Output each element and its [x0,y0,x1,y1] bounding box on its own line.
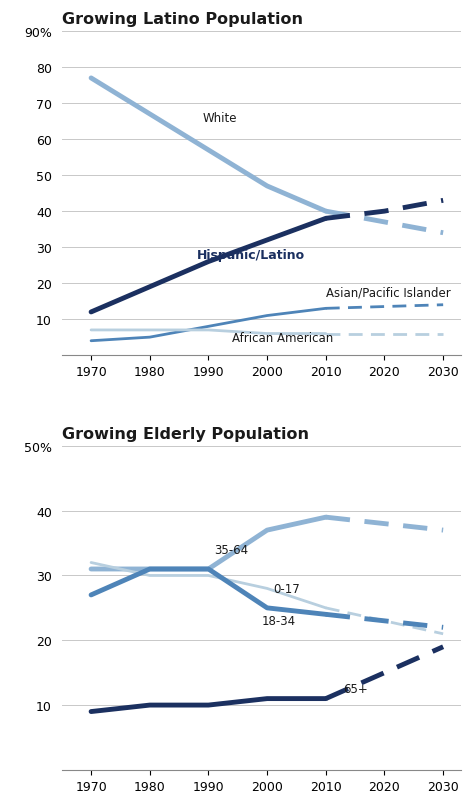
Text: Hispanic/Latino: Hispanic/Latino [197,249,305,261]
Text: African American: African American [232,331,333,344]
Text: 35-64: 35-64 [214,543,248,556]
Text: Growing Latino Population: Growing Latino Population [62,12,303,26]
Text: 0-17: 0-17 [273,582,300,595]
Text: Growing Elderly Population: Growing Elderly Population [62,426,309,441]
Text: Asian/Pacific Islander: Asian/Pacific Islander [326,286,451,299]
Text: White: White [202,112,237,125]
Text: 65+: 65+ [343,683,368,695]
Text: 18-34: 18-34 [261,614,295,627]
